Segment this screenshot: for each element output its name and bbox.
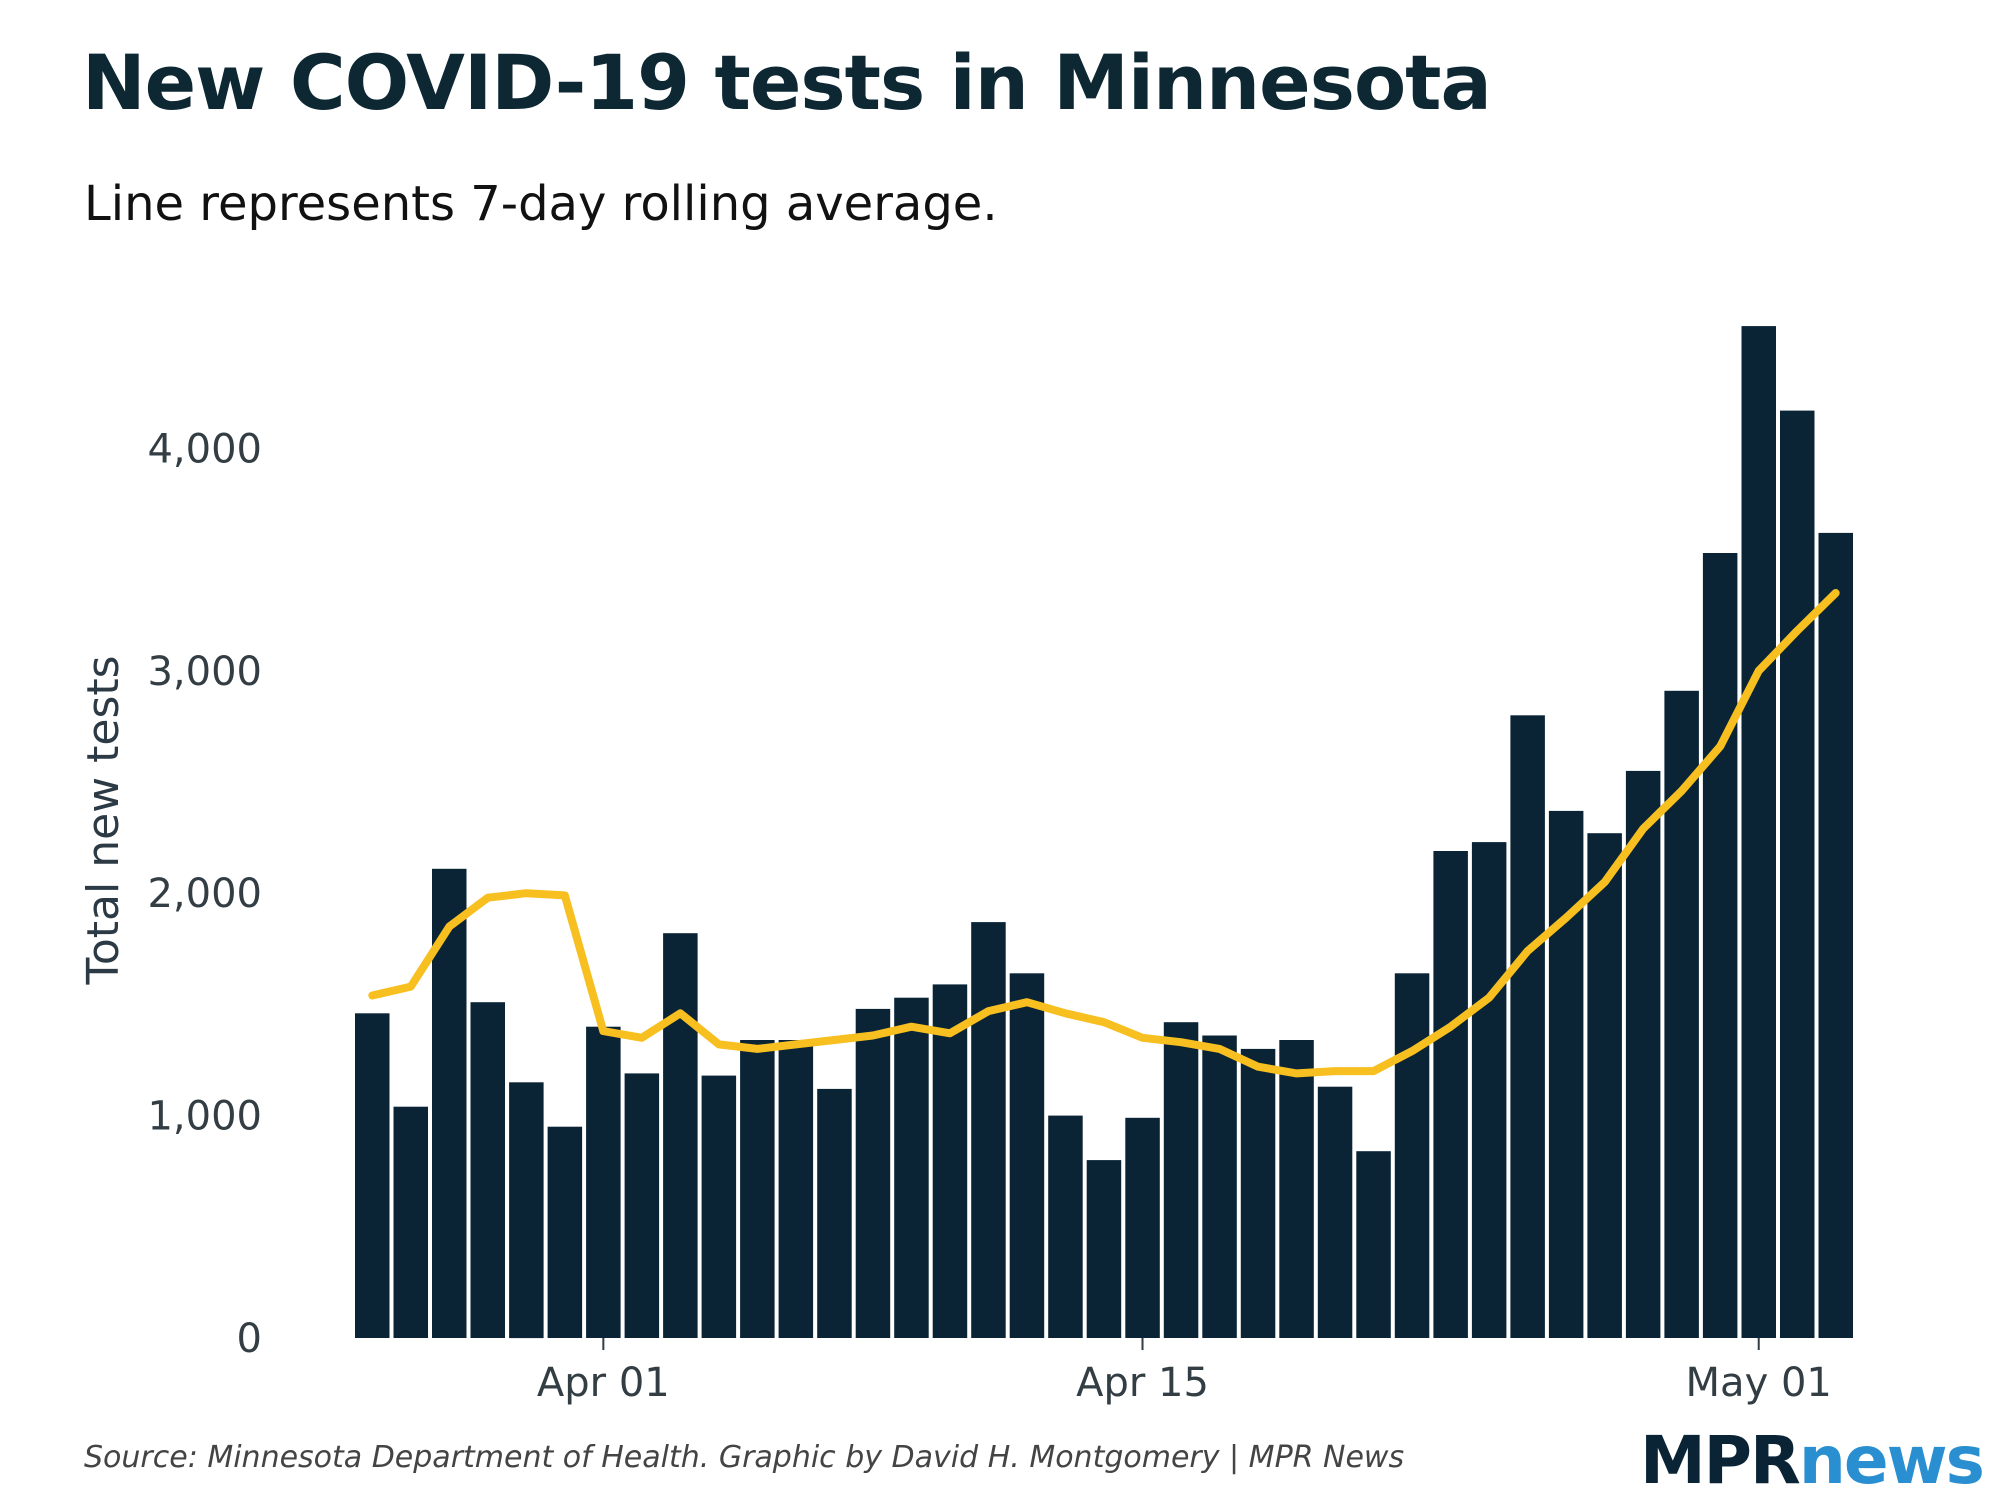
y-tick-label: 2,000 <box>147 871 262 917</box>
bar <box>1279 1040 1314 1338</box>
bar <box>1317 1086 1353 1338</box>
bar <box>855 1008 891 1338</box>
bar <box>701 1075 737 1338</box>
bar <box>740 1040 775 1338</box>
bar <box>547 1126 583 1338</box>
rolling-average-line <box>368 589 1840 1078</box>
bar <box>1048 1115 1083 1338</box>
bar <box>1741 326 1776 1339</box>
bar <box>663 933 698 1338</box>
bar <box>393 1106 428 1338</box>
rolling-average <box>368 589 1840 1078</box>
bar <box>817 1088 852 1338</box>
y-axis: 0 1,000 2,000 3,000 4,000 <box>147 426 262 1362</box>
logo-news: news <box>1798 1422 1985 1499</box>
bar <box>1240 1048 1276 1338</box>
logo-mpr: MPR <box>1640 1422 1801 1499</box>
x-tick-label: Apr 15 <box>1076 1360 1209 1406</box>
bar <box>1625 770 1661 1338</box>
mpr-news-logo: MPRnews <box>1640 1422 1985 1499</box>
bar <box>509 1082 544 1339</box>
bar <box>1163 1022 1199 1338</box>
y-axis-title: Total new tests <box>78 655 129 985</box>
x-axis: Apr 01 Apr 15 May 01 <box>537 1338 1832 1406</box>
y-tick-label: 3,000 <box>147 649 262 695</box>
bar <box>470 1002 505 1338</box>
bar <box>1433 851 1468 1338</box>
bar <box>971 922 1006 1338</box>
bar <box>624 1073 660 1338</box>
y-tick-label: 4,000 <box>147 426 262 472</box>
bar <box>1202 1035 1237 1338</box>
bar <box>1009 973 1045 1338</box>
bar <box>1818 532 1853 1338</box>
bars <box>355 326 1853 1339</box>
y-tick-label: 1,000 <box>147 1094 262 1140</box>
bar <box>1394 973 1430 1338</box>
bar <box>1471 842 1507 1338</box>
bar <box>932 984 968 1338</box>
bar <box>1548 810 1584 1338</box>
bar <box>355 1013 390 1338</box>
x-tick-label: May 01 <box>1686 1360 1832 1406</box>
x-tick-label: Apr 01 <box>537 1360 670 1406</box>
bar <box>1780 410 1815 1339</box>
bar <box>1587 833 1622 1338</box>
chart: 0 1,000 2,000 3,000 4,000 Apr 01 Apr 15 May 01… <box>78 326 1853 1406</box>
bar <box>894 997 929 1338</box>
y-tick-label: 0 <box>237 1316 262 1362</box>
bar <box>778 1040 814 1338</box>
bar <box>586 1026 621 1338</box>
chart-title: New COVID-19 tests in Minnesota <box>82 38 1492 127</box>
bar <box>1510 715 1545 1338</box>
bar <box>1125 1117 1160 1338</box>
bar <box>1086 1160 1122 1338</box>
bar <box>1702 553 1738 1338</box>
source-note: Source: Minnesota Department of Health. … <box>84 1440 1405 1475</box>
chart-subtitle: Line represents 7-day rolling average. <box>84 176 998 232</box>
bar <box>1356 1151 1391 1338</box>
